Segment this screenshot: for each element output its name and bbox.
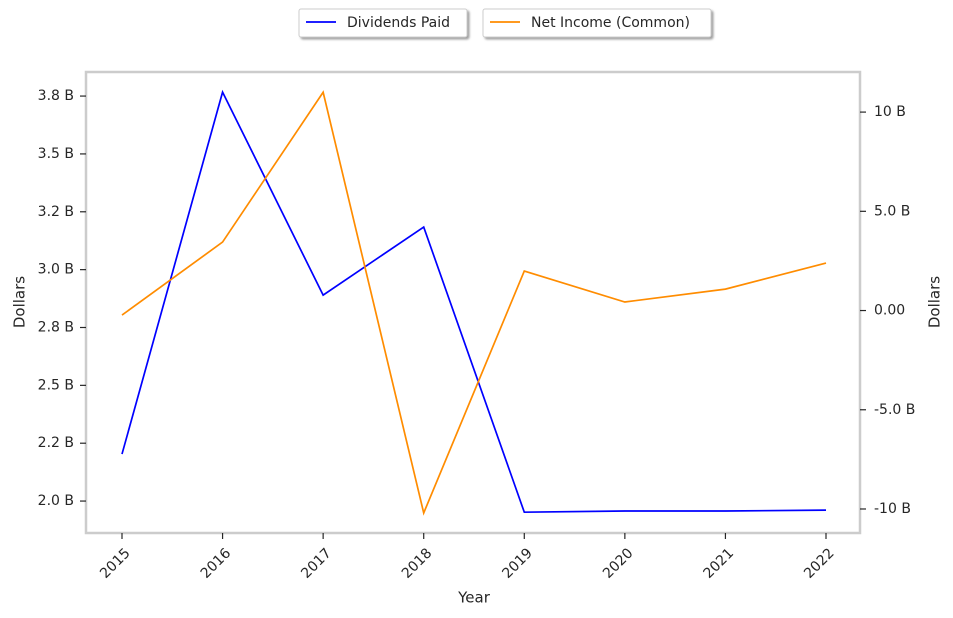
y-tick-label: 3.0 B	[38, 262, 74, 278]
y2-tick-label: 10 B	[874, 104, 906, 120]
legend-label: Dividends Paid	[347, 15, 450, 31]
y-tick-label: 2.8 B	[38, 319, 74, 335]
x-tick-label: 2019	[499, 545, 536, 582]
x-axis-label: Year	[457, 589, 491, 607]
legend-item: Dividends Paid	[298, 8, 468, 38]
legend-item: Net Income (Common)	[482, 8, 712, 38]
plot-frame	[84, 70, 862, 535]
x-tick-label: 2022	[801, 545, 838, 582]
y-axis-label: Dollars	[11, 276, 29, 328]
y-tick-label: 3.2 B	[38, 204, 74, 220]
legend-label: Net Income (Common)	[531, 15, 690, 31]
y-tick-label: 3.5 B	[38, 146, 74, 162]
series-line	[121, 90, 827, 516]
y-tick-label: 3.8 B	[38, 88, 74, 104]
x-tick-label: 2018	[399, 545, 436, 582]
y2-tick-label: -5.0 B	[874, 402, 915, 418]
series-line	[121, 89, 827, 514]
y2-tick-label: -10 B	[874, 501, 911, 517]
legend-box	[298, 8, 468, 38]
x-tick-label: 2016	[198, 545, 235, 582]
y2-axis-label: Dollars	[926, 276, 944, 328]
y-tick-label: 2.5 B	[38, 377, 74, 393]
y-tick-label: 2.2 B	[38, 435, 74, 451]
x-tick-label: 2017	[298, 545, 335, 582]
y2-tick-label: 0.00	[874, 303, 905, 319]
x-tick-label: 2021	[701, 545, 738, 582]
y2-tick-label: 5.0 B	[874, 203, 910, 219]
y-tick-label: 2.0 B	[38, 493, 74, 509]
legend-box	[482, 8, 712, 38]
x-tick-label: 2015	[97, 545, 134, 582]
x-tick-label: 2020	[600, 545, 637, 582]
